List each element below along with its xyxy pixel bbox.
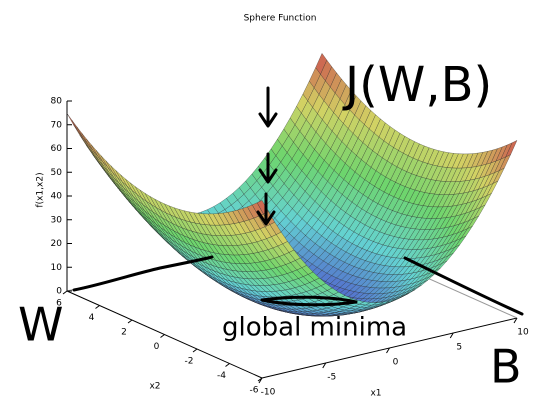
handwriting: [72, 86, 524, 316]
y-tick: [257, 377, 263, 382]
y-tick: [127, 319, 133, 324]
y-tick: [160, 334, 165, 338]
annotation-cost: J(W,B): [342, 57, 492, 113]
annotation-b: B: [490, 340, 522, 394]
y-tick-label: 0: [154, 342, 160, 352]
y-tick-label: -6: [250, 386, 259, 396]
x-tick-label: 5: [456, 343, 462, 353]
y-tick-label: 6: [56, 299, 62, 309]
y-tick-label: 2: [121, 328, 127, 338]
ink-line: [403, 256, 524, 316]
ink-line: [72, 255, 214, 292]
y-tick: [192, 348, 198, 353]
ink-arrow: [258, 152, 278, 184]
z-tick-label: 20: [51, 239, 63, 249]
x-tick-label: 10: [517, 328, 529, 338]
y-axis-label: x2: [149, 382, 160, 392]
y-tick-label: -4: [217, 371, 226, 381]
y-tick: [95, 305, 100, 309]
chart-title: Sphere Function: [244, 14, 317, 24]
ink-blob: [260, 295, 358, 307]
z-tick-label: 40: [51, 192, 63, 202]
x-tick-label: 0: [393, 358, 399, 368]
z-tick-label: 10: [51, 263, 63, 273]
annotation-w: W: [18, 298, 63, 352]
x-tick: [513, 317, 518, 324]
x-tick-label: -10: [261, 388, 276, 398]
x-tick: [449, 332, 454, 339]
ink-arrow: [256, 192, 276, 226]
z-tick-label: 50: [51, 168, 63, 178]
y-tick: [62, 290, 68, 295]
z-tick-label: 30: [51, 215, 63, 225]
z-axis-label: f(x1,x2): [36, 172, 46, 207]
x-axis-label: x1: [370, 389, 381, 399]
y-tick-label: -2: [185, 357, 194, 367]
surface-group: [66, 53, 518, 317]
z-tick-label: 0: [56, 287, 62, 297]
z-tick-label: 70: [51, 120, 63, 130]
annotation-minima: global minima: [222, 313, 407, 343]
z-tick-label: 80: [51, 97, 63, 107]
x-tick: [386, 347, 390, 354]
z-tick-label: 60: [51, 144, 63, 154]
x-tick-label: -5: [327, 373, 336, 383]
labels: 0 10 20 30 40 50 60 70 80 -10 -5 0 5 10 -6 -4 -2 0 2 4 6: [51, 97, 529, 398]
y-tick-label: 4: [89, 313, 95, 323]
y-tick: [225, 363, 230, 367]
ink-arrow: [258, 86, 278, 128]
x-tick: [322, 362, 327, 369]
